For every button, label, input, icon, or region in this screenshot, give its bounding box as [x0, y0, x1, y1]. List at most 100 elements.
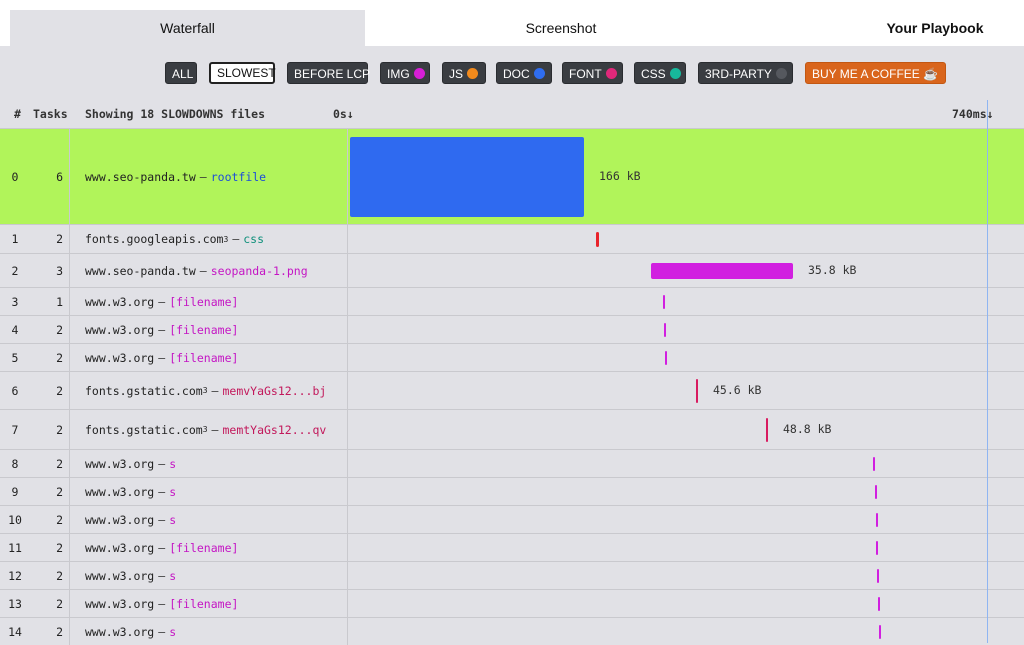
filter-buy-me-a-coffee-button[interactable]: BUY ME A COFFEE ☕	[805, 62, 946, 84]
row-filename: s	[169, 456, 177, 471]
row-file[interactable]: www.seo-panda.tw – rootfile	[70, 129, 348, 224]
timing-bar[interactable]	[766, 418, 768, 442]
row-file[interactable]: www.w3.org – [filename]	[70, 344, 348, 371]
table-row[interactable]: 10 2 www.w3.org – s	[0, 505, 1024, 533]
filter-label: 3RD-PARTY	[705, 67, 772, 81]
timing-bar[interactable]	[665, 351, 667, 365]
transfer-size: 45.6 kB	[713, 383, 762, 397]
row-file[interactable]: www.w3.org – [filename]	[70, 590, 348, 617]
timing-bar[interactable]	[664, 323, 666, 337]
row-tasks: 2	[24, 225, 70, 253]
row-file[interactable]: www.w3.org – s	[70, 506, 348, 533]
filter-font-button[interactable]: FONT	[562, 62, 623, 84]
table-row[interactable]: 6 2 fonts.gstatic.com 3– memvYaGs12...bj 45.6…	[0, 371, 1024, 409]
row-file[interactable]: fonts.gstatic.com 3– memvYaGs12...bj	[70, 372, 348, 409]
table-row[interactable]: 7 2 fonts.gstatic.com 3– memtYaGs12...qv 48.8…	[0, 409, 1024, 449]
filter-all-button[interactable]: ALL	[165, 62, 197, 84]
waterfall-track: 166 kB	[348, 129, 1024, 224]
tab-screenshot[interactable]: Screenshot	[525, 20, 597, 36]
header-tasks[interactable]: Tasks	[33, 107, 68, 121]
timing-bar[interactable]	[873, 457, 875, 471]
type-color-dot-icon	[533, 68, 545, 79]
table-row[interactable]: 8 2 www.w3.org – s	[0, 449, 1024, 477]
waterfall-track	[348, 344, 1024, 371]
timing-bar[interactable]	[876, 541, 878, 555]
timing-bar[interactable]	[663, 295, 665, 309]
table-row[interactable]: 9 2 www.w3.org – s	[0, 477, 1024, 505]
row-file[interactable]: www.w3.org – [filename]	[70, 534, 348, 561]
row-file[interactable]: www.w3.org – [filename]	[70, 288, 348, 315]
filter-css-button[interactable]: CSS	[634, 62, 686, 84]
row-tasks: 2	[24, 506, 70, 533]
tab-waterfall[interactable]: Waterfall	[10, 10, 365, 46]
timing-bar[interactable]	[350, 137, 584, 217]
filter-label: BUY ME A COFFEE ☕	[812, 67, 939, 81]
table-row[interactable]: 3 1 www.w3.org – [filename]	[0, 287, 1024, 315]
tab-your-playbook[interactable]: Your Playbook	[886, 20, 984, 36]
timing-bar[interactable]	[596, 232, 599, 247]
waterfall-track	[348, 590, 1024, 617]
table-row[interactable]: 14 2 www.w3.org – s	[0, 617, 1024, 645]
row-tasks: 2	[24, 316, 70, 343]
row-file[interactable]: www.w3.org – s	[70, 618, 348, 645]
row-host: www.w3.org	[85, 512, 155, 527]
row-number: 9	[11, 484, 19, 499]
row-number: 5	[11, 350, 19, 365]
row-filename: seopanda-1.png	[210, 263, 308, 278]
filter-3rd-party-button[interactable]: 3RD-PARTY	[698, 62, 793, 84]
row-host: www.w3.org	[85, 568, 155, 583]
filter-label: JS	[449, 67, 464, 81]
transfer-size: 35.8 kB	[808, 263, 857, 277]
table-row[interactable]: 1 2 fonts.googleapis.com 3– css	[0, 224, 1024, 253]
type-color-dot-icon	[669, 68, 681, 79]
timing-bar[interactable]	[651, 263, 793, 279]
row-file[interactable]: fonts.googleapis.com 3– css	[70, 225, 348, 253]
row-file[interactable]: www.w3.org – s	[70, 562, 348, 589]
filter-img-button[interactable]: IMG	[380, 62, 430, 84]
separator: –	[158, 350, 166, 365]
timing-bar[interactable]	[877, 569, 879, 583]
table-row[interactable]: 5 2 www.w3.org – [filename]	[0, 343, 1024, 371]
header-start-time[interactable]: 0s↓	[333, 107, 354, 121]
table-row[interactable]: 11 2 www.w3.org – [filename]	[0, 533, 1024, 561]
waterfall-track	[348, 288, 1024, 315]
separator: –	[158, 568, 166, 583]
separator: –	[211, 383, 219, 398]
row-filename: memtYaGs12...qv	[222, 422, 327, 437]
waterfall-track	[348, 316, 1024, 343]
table-header: # Tasks Showing 18 SLOWDOWNS files 0s↓ 7…	[0, 100, 1024, 128]
filter-before-lcp-button[interactable]: BEFORE LCP	[287, 62, 371, 84]
timing-bar[interactable]	[875, 485, 877, 499]
row-number: 3	[11, 294, 19, 309]
timing-bar[interactable]	[879, 625, 881, 639]
separator: –	[158, 294, 166, 309]
filter-doc-button[interactable]: DOC	[496, 62, 552, 84]
table-row[interactable]: 4 2 www.w3.org – [filename]	[0, 315, 1024, 343]
timing-bar[interactable]	[696, 379, 698, 403]
tab-bar: Waterfall Screenshot Your Playbook	[0, 0, 1024, 46]
row-filename: s	[169, 624, 177, 639]
timing-bar[interactable]	[876, 513, 878, 527]
table-row[interactable]: 13 2 www.w3.org – [filename]	[0, 589, 1024, 617]
row-file[interactable]: www.w3.org – s	[70, 478, 348, 505]
row-number: 6	[11, 383, 19, 398]
filter-label: BEFORE LCP	[294, 67, 371, 81]
table-row[interactable]: 2 3 www.seo-panda.tw – seopanda-1.png 35.8 kB	[0, 253, 1024, 287]
row-file[interactable]: fonts.gstatic.com 3– memtYaGs12...qv	[70, 410, 348, 449]
row-file[interactable]: www.w3.org – s	[70, 450, 348, 477]
timing-bar[interactable]	[878, 597, 880, 611]
table-row[interactable]: 0 6 www.seo-panda.tw – rootfile 166 kB	[0, 128, 1024, 224]
separator: –	[211, 422, 219, 437]
row-file[interactable]: www.seo-panda.tw – seopanda-1.png	[70, 254, 348, 287]
filter-label: FONT	[569, 67, 602, 81]
filter-label: IMG	[387, 67, 410, 81]
row-host: www.w3.org	[85, 456, 155, 471]
table-row[interactable]: 12 2 www.w3.org – s	[0, 561, 1024, 589]
waterfall-track	[348, 450, 1024, 477]
header-end-time[interactable]: 740ms↓	[952, 107, 994, 121]
row-file[interactable]: www.w3.org – [filename]	[70, 316, 348, 343]
filter-js-button[interactable]: JS	[442, 62, 486, 84]
row-number: 12	[8, 568, 22, 583]
filter-slowest-button[interactable]: SLOWEST	[209, 62, 276, 84]
transfer-size: 48.8 kB	[783, 422, 832, 436]
